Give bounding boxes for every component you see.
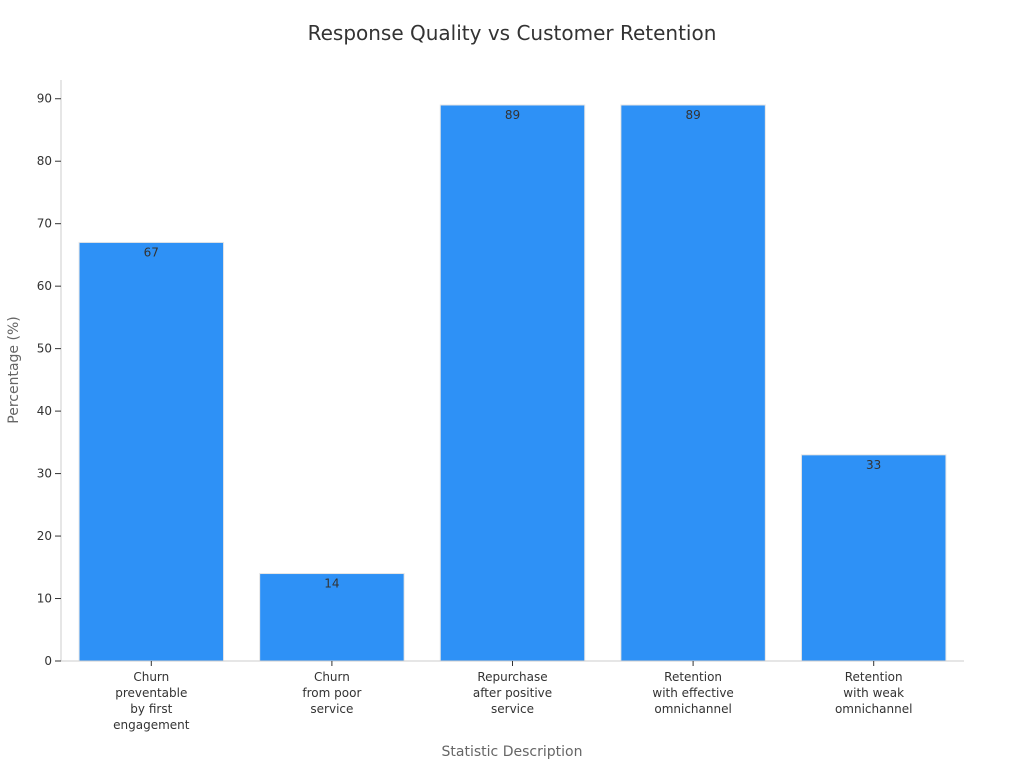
x-category-label: Repurchase after positive service — [473, 670, 552, 716]
bar-value-label: 67 — [144, 245, 159, 259]
y-tick-label: 40 — [37, 404, 52, 418]
y-tick-label: 90 — [37, 92, 52, 106]
x-category-label-line: Churn — [314, 670, 350, 684]
bar — [78, 241, 225, 662]
x-category-label-line: Churn — [133, 670, 169, 684]
x-category-label: Retention with weak omnichannel — [835, 670, 912, 716]
bar — [439, 104, 586, 662]
x-category-label-line: Retention — [845, 670, 903, 684]
x-category-label-line: with weak — [843, 686, 904, 700]
x-category-label-line: service — [310, 702, 353, 716]
chart-title: Response Quality vs Customer Retention — [308, 21, 717, 45]
bars-group: 67 14 89 89 33 — [78, 104, 947, 662]
bar-value-label: 33 — [866, 458, 881, 472]
bar — [800, 454, 947, 662]
bar-value-label: 89 — [685, 108, 700, 122]
y-tick-label: 60 — [37, 279, 52, 293]
bar-value-label: 14 — [324, 577, 339, 591]
x-category-label-line: after positive — [473, 686, 552, 700]
x-category-label-line: by first — [130, 702, 172, 716]
y-axis: 0 10 20 30 40 50 60 70 80 90 — [37, 80, 62, 668]
bar-value-label: 89 — [505, 108, 520, 122]
x-category-label-line: with effective — [652, 686, 733, 700]
y-tick-label: 30 — [37, 467, 52, 481]
y-tick-label: 50 — [37, 342, 52, 356]
bar — [259, 573, 405, 662]
y-tick-label: 80 — [37, 154, 52, 168]
y-tick-label: 0 — [44, 654, 52, 668]
x-category-label: Churn from poor service — [302, 670, 361, 716]
y-axis-label: Percentage (%) — [6, 316, 22, 423]
bar — [620, 104, 766, 662]
y-tick-label: 70 — [37, 217, 52, 231]
y-tick-label: 10 — [37, 592, 52, 606]
x-category-label-line: from poor — [302, 686, 361, 700]
x-category-label-line: Retention — [664, 670, 722, 684]
x-category-label-line: preventable — [115, 686, 187, 700]
x-axis-label: Statistic Description — [442, 744, 583, 760]
x-category-label-line: Repurchase — [477, 670, 547, 684]
x-category-label: Churn preventable by first engagement — [113, 670, 190, 732]
x-axis: Churn preventable by first engagement Churn f… — [61, 660, 964, 732]
x-category-label-line: omnichannel — [835, 702, 912, 716]
x-category-label-line: engagement — [113, 718, 190, 732]
x-category-label-line: omnichannel — [654, 702, 731, 716]
y-tick-label: 20 — [37, 529, 52, 543]
x-category-label: Retention with effective omnichannel — [652, 670, 733, 716]
x-category-label-line: service — [491, 702, 534, 716]
